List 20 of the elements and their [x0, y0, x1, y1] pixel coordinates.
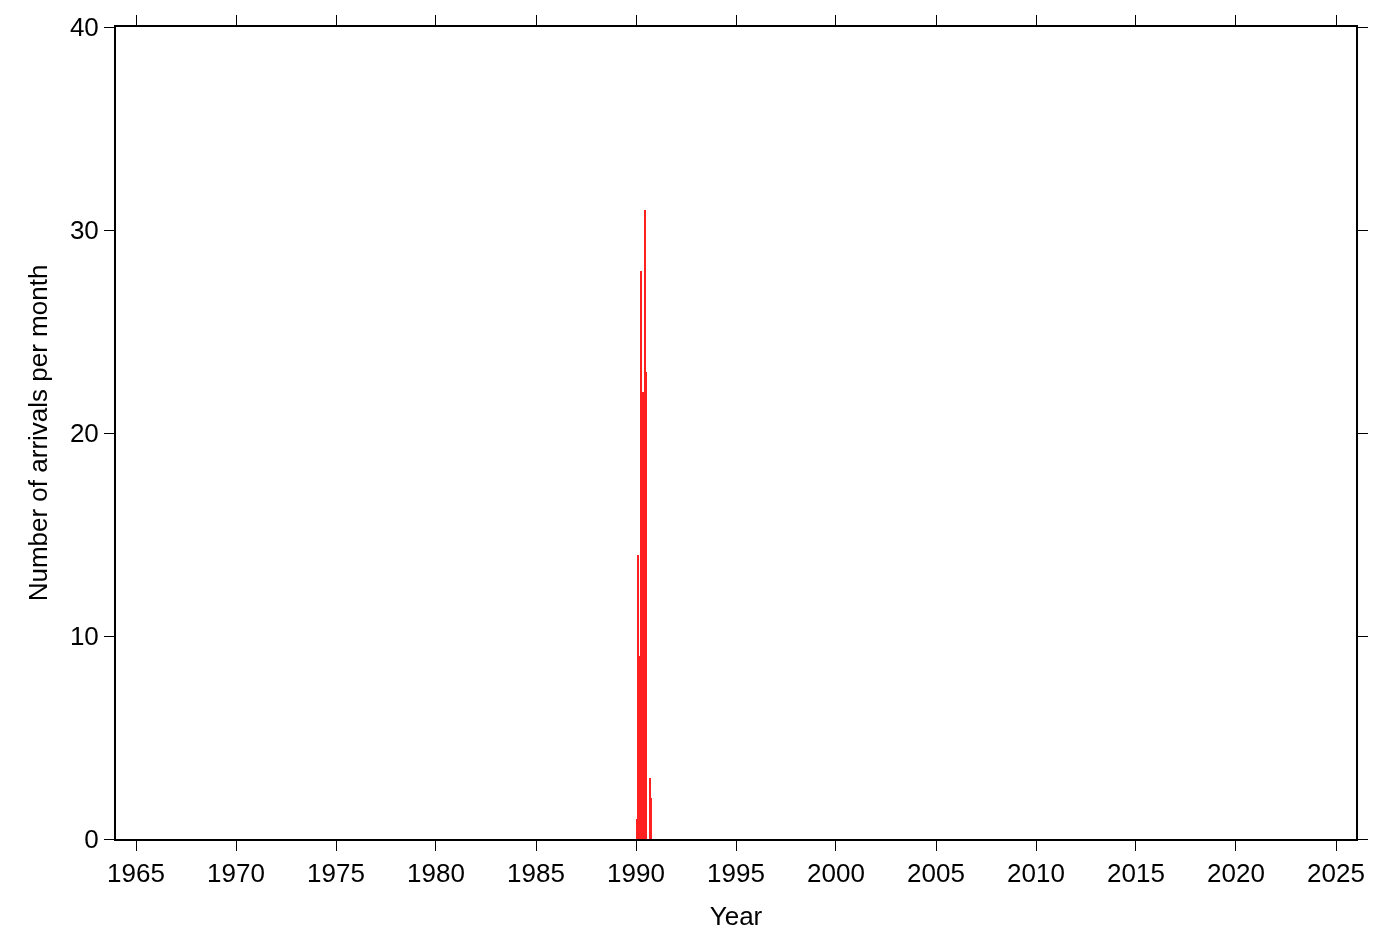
x-tick-label: 1970 [207, 858, 265, 889]
x-tick-label: 1965 [107, 858, 165, 889]
x-tick-label: 2015 [1107, 858, 1165, 889]
y-tick-label: 20 [69, 418, 99, 449]
x-tick-label: 2025 [1307, 858, 1365, 889]
x-tick-label: 2000 [807, 858, 865, 889]
x-tick-label: 1985 [507, 858, 565, 889]
y-tick-label: 0 [84, 824, 99, 855]
x-tick-label: 1975 [307, 858, 365, 889]
y-tick-label: 10 [69, 621, 99, 652]
x-tick-label: 1980 [407, 858, 465, 889]
x-tick-label: 2005 [907, 858, 965, 889]
y-tick-label: 30 [69, 215, 99, 246]
x-tick-label: 2020 [1207, 858, 1265, 889]
x-tick-label: 1990 [607, 858, 665, 889]
y-tick-label: 40 [69, 12, 99, 43]
x-tick-label: 2010 [1007, 858, 1065, 889]
y-axis-title: Number of arrivals per month [22, 264, 53, 602]
x-axis-title: Year [709, 901, 763, 932]
x-tick-label: 1995 [707, 858, 765, 889]
